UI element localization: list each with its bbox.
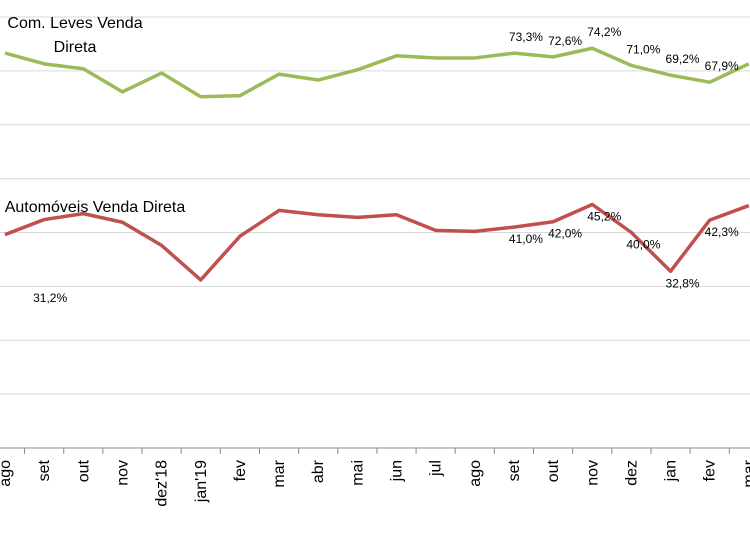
data-label: 42,0% [548, 227, 582, 241]
x-tick-label: mai [349, 460, 366, 486]
x-tick-label: fev [702, 460, 719, 481]
data-label: 69,2% [666, 52, 700, 66]
data-label: 32,8% [666, 276, 700, 290]
x-tick-label: dez [623, 460, 640, 486]
data-label: 42,3% [705, 225, 739, 239]
data-label: 74,2% [587, 25, 621, 39]
data-label: 71,0% [626, 42, 660, 56]
x-tick-label: out [75, 459, 92, 482]
x-tick-label: jan [663, 460, 680, 482]
x-tick-label: set [36, 459, 53, 481]
data-label: 67,9% [705, 59, 739, 73]
data-label: 72,6% [548, 34, 582, 48]
data-label: 45,2% [587, 209, 621, 223]
x-tick-label: ago [0, 460, 14, 487]
x-tick-label: ago [467, 460, 484, 487]
x-tick-label: out [545, 459, 562, 482]
x-tick-label: mar [271, 459, 288, 487]
x-tick-label: mar [741, 459, 750, 487]
series-line [4, 46, 750, 99]
x-tick-label: abr [310, 459, 327, 483]
data-label: 73,3% [509, 30, 543, 44]
series-label: Com. Leves Venda Direta [7, 15, 143, 56]
x-tick-label: nov [114, 460, 131, 486]
x-tick-label: jun [389, 460, 406, 482]
x-tick-label: jan'19 [193, 460, 210, 503]
data-label: 40,0% [626, 238, 660, 252]
x-tick-label: nov [584, 460, 601, 486]
x-tick-label: dez'18 [154, 460, 171, 507]
series-line [4, 202, 750, 282]
data-label: 41,0% [509, 232, 543, 246]
data-label: 31,2% [33, 291, 67, 305]
x-tick-label: fev [232, 460, 249, 481]
series-label: Automóveis Venda Direta [4, 199, 186, 216]
x-tick-label: set [506, 459, 523, 481]
x-tick-label: jul [428, 460, 445, 477]
